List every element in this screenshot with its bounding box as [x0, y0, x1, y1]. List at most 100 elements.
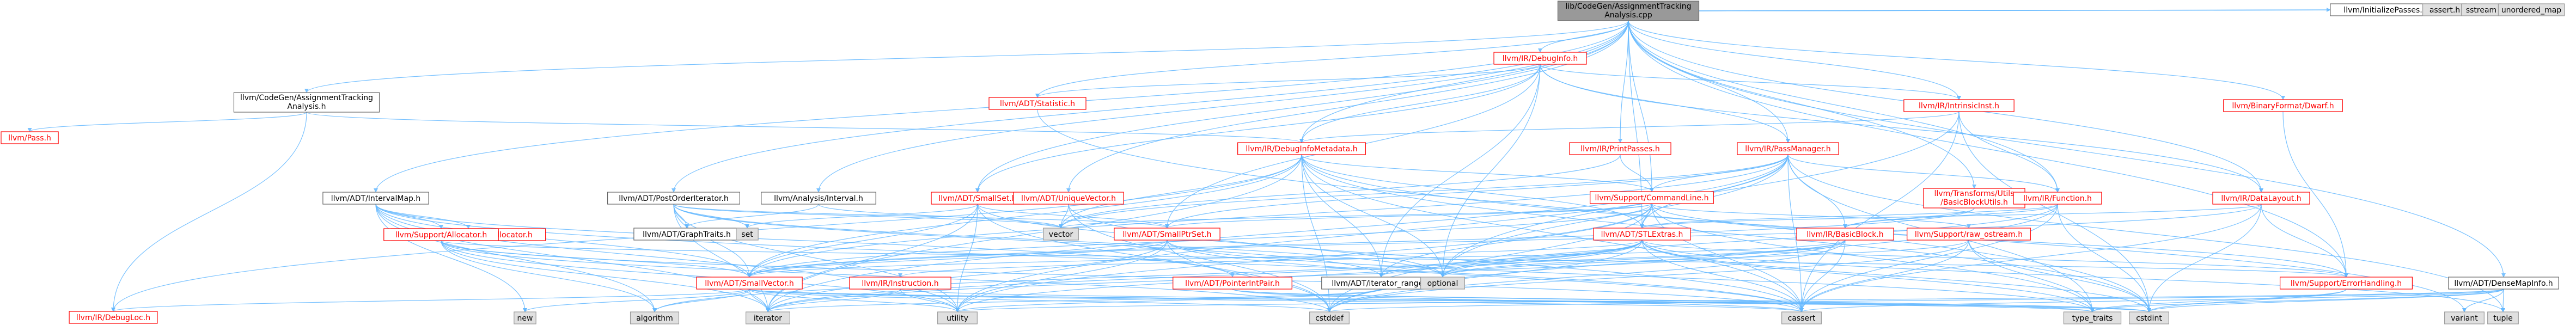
edge-rawostream-to-cstdint: [1968, 240, 2151, 312]
edge-datalayout-to-errorhandling: [2261, 204, 2348, 278]
node-basicblock[interactable]: llvm/IR/BasicBlock.h: [1796, 228, 1894, 241]
node-label: vector: [1049, 230, 1073, 239]
node-cstddef: cstddef: [1309, 311, 1350, 324]
edge-debuginfo-to-smallset: [975, 64, 1541, 193]
node-errorhandling[interactable]: llvm/Support/ErrorHandling.h: [2280, 277, 2413, 290]
node-label: llvm/ADT/SmallSet.h: [938, 194, 1016, 203]
edge-instruction-to-utility: [900, 289, 960, 312]
edge-intervalh-to-vector: [818, 204, 1063, 229]
edge-passmanager-to-stlextras: [1640, 154, 1788, 229]
node-box: [1493, 52, 1587, 65]
node-smallset[interactable]: llvm/ADT/SmallSet.h: [931, 192, 1024, 205]
node-rawostream[interactable]: llvm/Support/raw_ostream.h: [1907, 228, 2031, 241]
node-box: [1173, 277, 1292, 290]
node-label: llvm/Support/Allocator.h: [395, 231, 487, 240]
edge-smallset-to-set: [745, 204, 978, 229]
node-statistic[interactable]: llvm/ADT/Statistic.h: [988, 97, 1086, 110]
edge-root-to-smallset: [975, 20, 1629, 193]
edge-binaryformat-to-errorhandling: [2282, 111, 2348, 278]
node-printpasses[interactable]: llvm/IR/PrintPasses.h: [1569, 142, 1671, 155]
node-label: llvm/IR/Function.h: [2023, 194, 2092, 203]
edge-intervalmap-to-allocator: [375, 204, 443, 229]
node-datalayout[interactable]: llvm/IR/DataLayout.h: [2212, 192, 2310, 205]
edge-root-to-intrinsicinst: [1628, 20, 1961, 100]
edge-commandline-to-smallptrset: [1165, 203, 1652, 229]
node-function[interactable]: llvm/IR/Function.h: [2013, 192, 2102, 205]
edge-stlextras-to-smallvector: [747, 240, 1643, 278]
node-box: [1, 131, 59, 144]
edge-atah-to-pass: [27, 112, 307, 132]
edge-function-to-cassert: [1799, 204, 2058, 312]
node-intrinsicinst[interactable]: llvm/IR/IntrinsicInst.h: [1903, 99, 2015, 112]
node-allocator[interactable]: llvm/Support/Allocator.h: [383, 228, 499, 241]
edge-root-to-atah: [304, 20, 1629, 93]
node-uniquevector[interactable]: llvm/ADT/UniqueVector.h: [1013, 192, 1124, 205]
node-box: [2212, 192, 2310, 205]
edge-commandline-to-utility: [955, 203, 1652, 312]
node-passmanager[interactable]: llvm/IR/PassManager.h: [1737, 142, 1839, 155]
node-box: [849, 277, 951, 290]
node-debugloc[interactable]: llvm/IR/DebugLoc.h: [69, 311, 158, 324]
node-label: llvm/ADT/IntervalMap.h: [331, 194, 421, 203]
node-box: [1907, 228, 2031, 241]
edge-intervalmap-to-recyclingalloc: [375, 204, 471, 229]
node-label: llvm/IR/BasicBlock.h: [1806, 230, 1883, 239]
edge-root-to-statistic: [1035, 20, 1629, 98]
node-label: Analysis.cpp: [1604, 11, 1652, 20]
edge-intervalmap-to-new: [375, 204, 527, 312]
edge-root-to-densemapinfo: [1628, 20, 2506, 278]
edge-commandline-to-typetraits: [1651, 203, 2095, 312]
node-basicblockutils[interactable]: llvm/Transforms/Utils/BasicBlockUtils.h: [1923, 188, 2025, 209]
edge-passmanager-to-function: [1787, 154, 2060, 193]
node-pass[interactable]: llvm/Pass.h: [1, 131, 59, 144]
node-pointerintpair[interactable]: llvm/ADT/PointerIntPair.h: [1173, 277, 1292, 290]
edge-intrinsicinst-to-function: [1958, 111, 2060, 193]
node-stlextras[interactable]: llvm/ADT/STLExtras.h: [1593, 228, 1691, 241]
node-label: type_traits: [2072, 314, 2113, 323]
node-smallvector[interactable]: llvm/ADT/SmallVector.h: [696, 277, 803, 290]
node-box: [988, 97, 1086, 110]
node-label: llvm/Support/ErrorHandling.h: [2291, 279, 2402, 288]
node-algorithm: algorithm: [630, 311, 680, 324]
node-binaryformat[interactable]: llvm/BinaryFormat/Dwarf.h: [2223, 99, 2343, 112]
node-iterator: iterator: [745, 311, 790, 324]
node-label: llvm/ADT/SmallVector.h: [705, 279, 794, 288]
node-label: cassert: [1788, 314, 1816, 323]
edge-debuginfo-to-iterrange: [1379, 64, 1541, 278]
edge-intrinsicinst-to-debuginfometa: [1299, 111, 1960, 143]
edge-smallset-to-smallptrset: [977, 204, 1169, 229]
node-box: [2280, 277, 2413, 290]
edge-allocator-to-algorithm: [441, 240, 657, 312]
node-label: new: [517, 314, 533, 323]
edge-debuginfo-to-statistic: [1035, 64, 1541, 98]
node-label: llvm/IR/PrintPasses.h: [1580, 145, 1659, 154]
edge-intervalmap-to-iterator: [375, 204, 770, 312]
node-label: set: [741, 230, 753, 239]
node-unordered: unordered_map: [2498, 3, 2565, 16]
edge-densemapinfo-to-typetraits: [2090, 289, 2504, 312]
node-box: [1781, 311, 1822, 324]
node-debuginfo[interactable]: llvm/IR/DebugInfo.h: [1493, 52, 1587, 65]
edge-postorder-to-utility: [673, 204, 960, 312]
node-commandline[interactable]: llvm/Support/CommandLine.h: [1590, 191, 1714, 204]
node-label: llvm/Analysis/Interval.h: [774, 194, 863, 203]
node-label: llvm/BinaryFormat/Dwarf.h: [2232, 102, 2334, 111]
edge-function-to-stlextras: [1640, 204, 2058, 229]
node-label: llvm/IR/IntrinsicInst.h: [1919, 102, 1999, 111]
node-new: new: [514, 311, 536, 324]
node-instruction[interactable]: llvm/IR/Instruction.h: [849, 277, 951, 290]
node-typetraits: type_traits: [2063, 311, 2122, 324]
node-box: [2013, 192, 2102, 205]
node-debuginfometa[interactable]: llvm/IR/DebugInfoMetadata.h: [1237, 142, 1366, 155]
edge-debuginfometa-to-smallvector: [747, 154, 1302, 278]
node-smallptrset[interactable]: llvm/ADT/SmallPtrSet.h: [1114, 228, 1220, 241]
node-label: llvm/ADT/GraphTraits.h: [643, 230, 731, 239]
edge-basicblock-to-iterator: [766, 240, 1846, 312]
node-box: [2444, 311, 2485, 324]
node-box: [1420, 277, 1466, 290]
node-intervalh: llvm/Analysis/Interval.h: [761, 192, 876, 205]
node-box: [761, 192, 876, 205]
node-box: [607, 192, 740, 205]
node-box: [2129, 311, 2169, 324]
edge-root-to-debuginfo: [1538, 20, 1629, 53]
